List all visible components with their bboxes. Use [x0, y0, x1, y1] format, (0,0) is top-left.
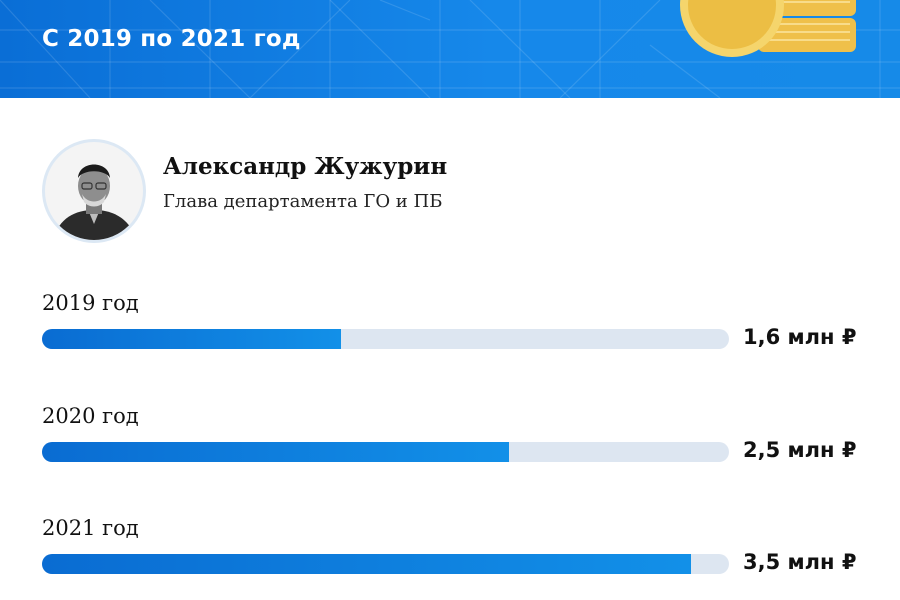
person-name: Александр Жужурин: [163, 153, 448, 180]
bar-track: [42, 329, 729, 349]
bar-value-label: 1,6 млн ₽: [743, 325, 857, 349]
bar-track: [42, 554, 729, 574]
bar-fill: [42, 329, 341, 349]
header-line-pattern: [0, 0, 900, 98]
header-banner: С 2019 по 2021 год: [0, 0, 900, 98]
bar-row-2020: 2020 год 2,5 млн ₽: [42, 404, 862, 474]
header-subtitle: С 2019 по 2021 год: [42, 26, 301, 52]
bar-row-2021: 2021 год 3,5 млн ₽: [42, 516, 862, 586]
bar-year-label: 2020 год: [42, 404, 139, 428]
bar-year-label: 2019 год: [42, 291, 139, 315]
bar-value-label: 3,5 млн ₽: [743, 550, 857, 574]
bar-row-2019: 2019 год 1,6 млн ₽: [42, 291, 862, 361]
person-avatar: [42, 139, 146, 243]
portrait-photo: [45, 142, 143, 240]
person-role: Глава департамента ГО и ПБ: [163, 191, 443, 212]
bar-year-label: 2021 год: [42, 516, 139, 540]
bar-track: [42, 442, 729, 462]
bar-fill: [42, 442, 510, 462]
coin-stack-icon: [680, 0, 856, 57]
bar-fill: [42, 554, 692, 574]
bar-value-label: 2,5 млн ₽: [743, 438, 857, 462]
